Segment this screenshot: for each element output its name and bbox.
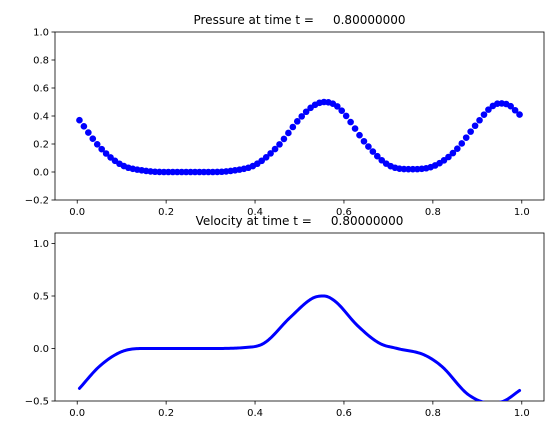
velocity-xtick-label: 0.4	[247, 408, 263, 419]
velocity-line	[77, 294, 522, 401]
pressure-point	[462, 134, 470, 141]
pressure-point	[445, 153, 452, 161]
pressure-ytick-label: 0.0	[33, 168, 49, 179]
pressure-ytick-label: 0.4	[33, 112, 49, 123]
pressure-point	[271, 145, 279, 153]
velocity-ytick-label: 0.5	[33, 292, 49, 303]
pressure-ytick-label: −0.2	[25, 196, 49, 207]
pressure-point	[449, 149, 457, 157]
pressure-point	[338, 107, 346, 114]
pressure-point	[454, 145, 461, 152]
pressure-point	[302, 108, 310, 116]
pressure-point	[516, 111, 523, 118]
pressure-point	[365, 143, 372, 150]
velocity-axes-frame	[54, 232, 545, 402]
velocity-xtick-label: 1.0	[514, 408, 530, 419]
pressure-point	[511, 106, 519, 114]
pressure-panel: 0.0 0.2 0.4 0.6 0.8 1.0 −0.2 0.0 0.2 0.4 0.6 0.8 1.0…	[25, 13, 545, 218]
velocity-series	[77, 294, 522, 401]
pressure-xtick-label: 0.8	[425, 207, 441, 218]
pressure-ytick-label: 0.2	[33, 140, 49, 151]
pressure-point	[289, 123, 297, 131]
pressure-point	[80, 123, 88, 130]
pressure-point	[85, 129, 92, 136]
velocity-panel: 0.0 0.2 0.4 0.6 0.8 1.0 −0.5 0.0 0.5 1.0 Velocity …	[25, 214, 545, 419]
pressure-point	[347, 118, 354, 126]
pressure-point	[293, 118, 301, 125]
pressure-point	[262, 154, 270, 161]
pressure-point	[467, 128, 474, 135]
pressure-point	[76, 116, 83, 124]
pressure-ytick-label: 0.8	[33, 56, 49, 67]
pressure-xtick-label: 0.0	[69, 207, 85, 218]
pressure-point	[258, 157, 266, 165]
pressure-point	[471, 122, 479, 130]
pressure-ytick-label: 0.6	[33, 84, 49, 95]
pressure-point	[458, 140, 466, 147]
pressure-point	[102, 150, 110, 157]
pressure-title: Pressure at time t = 0.80000000	[193, 13, 405, 27]
pressure-point	[267, 150, 274, 157]
velocity-xtick-label: 0.8	[425, 408, 441, 419]
pressure-point	[98, 145, 105, 153]
pressure-point	[485, 106, 492, 113]
pressure-point	[476, 116, 483, 124]
pressure-point	[333, 103, 341, 110]
pressure-point	[93, 140, 101, 148]
pressure-point	[276, 141, 283, 148]
pressure-point	[89, 135, 97, 142]
pressure-xtick-label: 0.2	[158, 207, 174, 218]
pressure-point	[374, 152, 381, 160]
velocity-ytick-label: 1.0	[33, 239, 49, 250]
pressure-point	[351, 125, 359, 132]
pressure-point	[298, 113, 306, 120]
pressure-point	[480, 111, 488, 118]
pressure-point	[369, 148, 377, 155]
pressure-point	[507, 102, 514, 110]
velocity-title: Velocity at time t = 0.80000000	[196, 214, 404, 228]
pressure-point	[342, 112, 350, 120]
pressure-point	[360, 137, 368, 145]
pressure-xtick-label: 0.4	[247, 207, 263, 218]
velocity-ytick-label: −0.5	[25, 397, 49, 408]
pressure-xtick-label: 1.0	[514, 207, 530, 218]
pressure-point	[285, 129, 292, 137]
velocity-xtick-label: 0.6	[336, 408, 352, 419]
pressure-xtick-label: 0.6	[336, 207, 352, 218]
pressure-ytick-label: 1.0	[33, 28, 49, 39]
pressure-point	[280, 135, 288, 143]
pressure-point	[356, 131, 363, 139]
velocity-ytick-label: 0.0	[33, 344, 49, 355]
velocity-xtick-label: 0.0	[69, 408, 85, 419]
pressure-series	[76, 98, 523, 176]
velocity-xtick-label: 0.2	[158, 408, 174, 419]
pressure-point	[107, 154, 114, 161]
